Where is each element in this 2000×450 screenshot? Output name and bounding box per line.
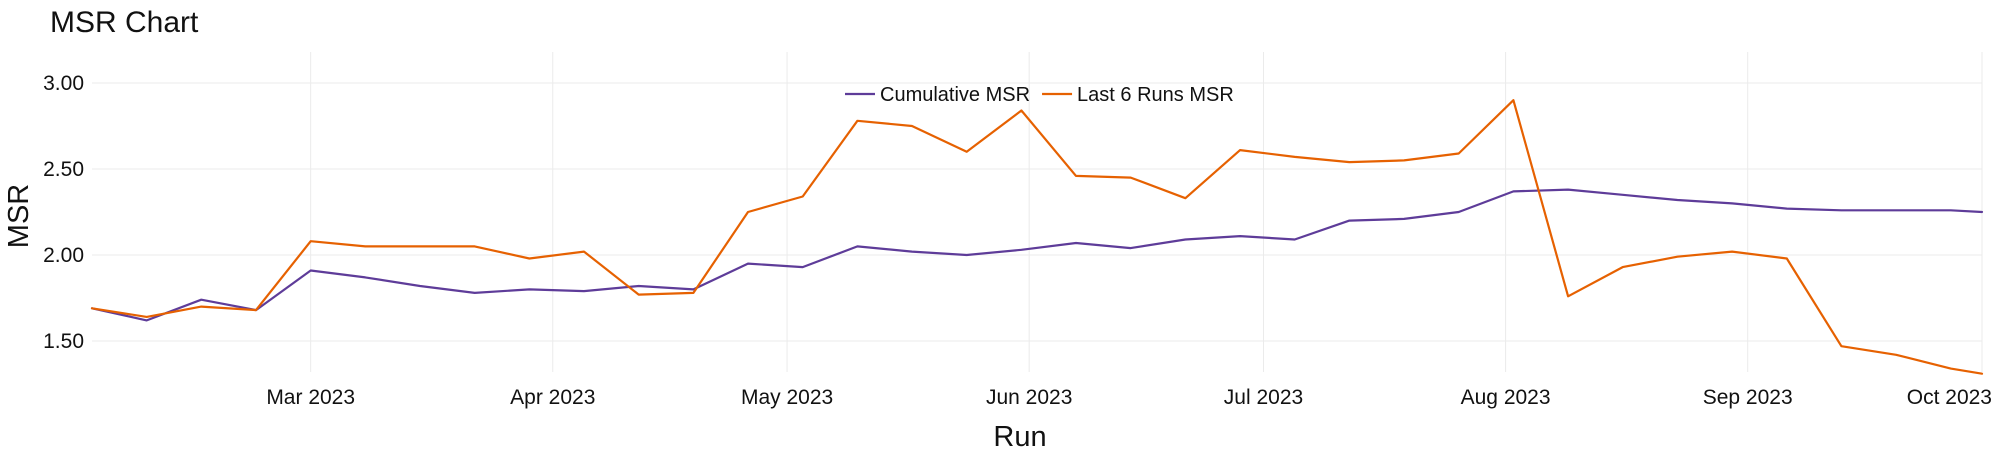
chart-title: MSR Chart <box>50 6 199 39</box>
x-tick-label: May 2023 <box>741 386 833 409</box>
x-tick-label: Apr 2023 <box>510 386 595 409</box>
legend: Cumulative MSR Last 6 Runs MSR <box>845 84 1234 106</box>
x-axis-title: Run <box>993 421 1046 450</box>
x-axis-ticks: Mar 2023 Apr 2023 May 2023 Jun 2023 Jul 2023… <box>266 386 1992 409</box>
series-line-last-6-runs-msr <box>90 99 1984 375</box>
series-lines <box>90 99 1984 375</box>
legend-label-last-6-runs-msr: Last 6 Runs MSR <box>1077 84 1234 106</box>
y-axis-title: MSR <box>3 184 35 248</box>
grid <box>92 52 1983 372</box>
x-tick-label: Sep 2023 <box>1703 386 1793 409</box>
y-tick-label: 1.50 <box>43 330 84 353</box>
y-axis-ticks: 1.50 2.00 2.50 3.00 <box>43 72 84 353</box>
x-tick-label: Aug 2023 <box>1461 386 1551 409</box>
x-tick-label: Jul 2023 <box>1224 386 1303 409</box>
y-tick-label: 2.50 <box>43 158 84 181</box>
x-tick-label: Jun 2023 <box>986 386 1072 409</box>
x-tick-label: Oct 2023 <box>1907 386 1992 409</box>
x-tick-label: Mar 2023 <box>266 386 355 409</box>
y-tick-label: 3.00 <box>43 72 84 95</box>
legend-label-cumulative-msr: Cumulative MSR <box>880 84 1030 106</box>
series-line-cumulative-msr <box>90 188 1984 322</box>
y-tick-label: 2.00 <box>43 244 84 267</box>
